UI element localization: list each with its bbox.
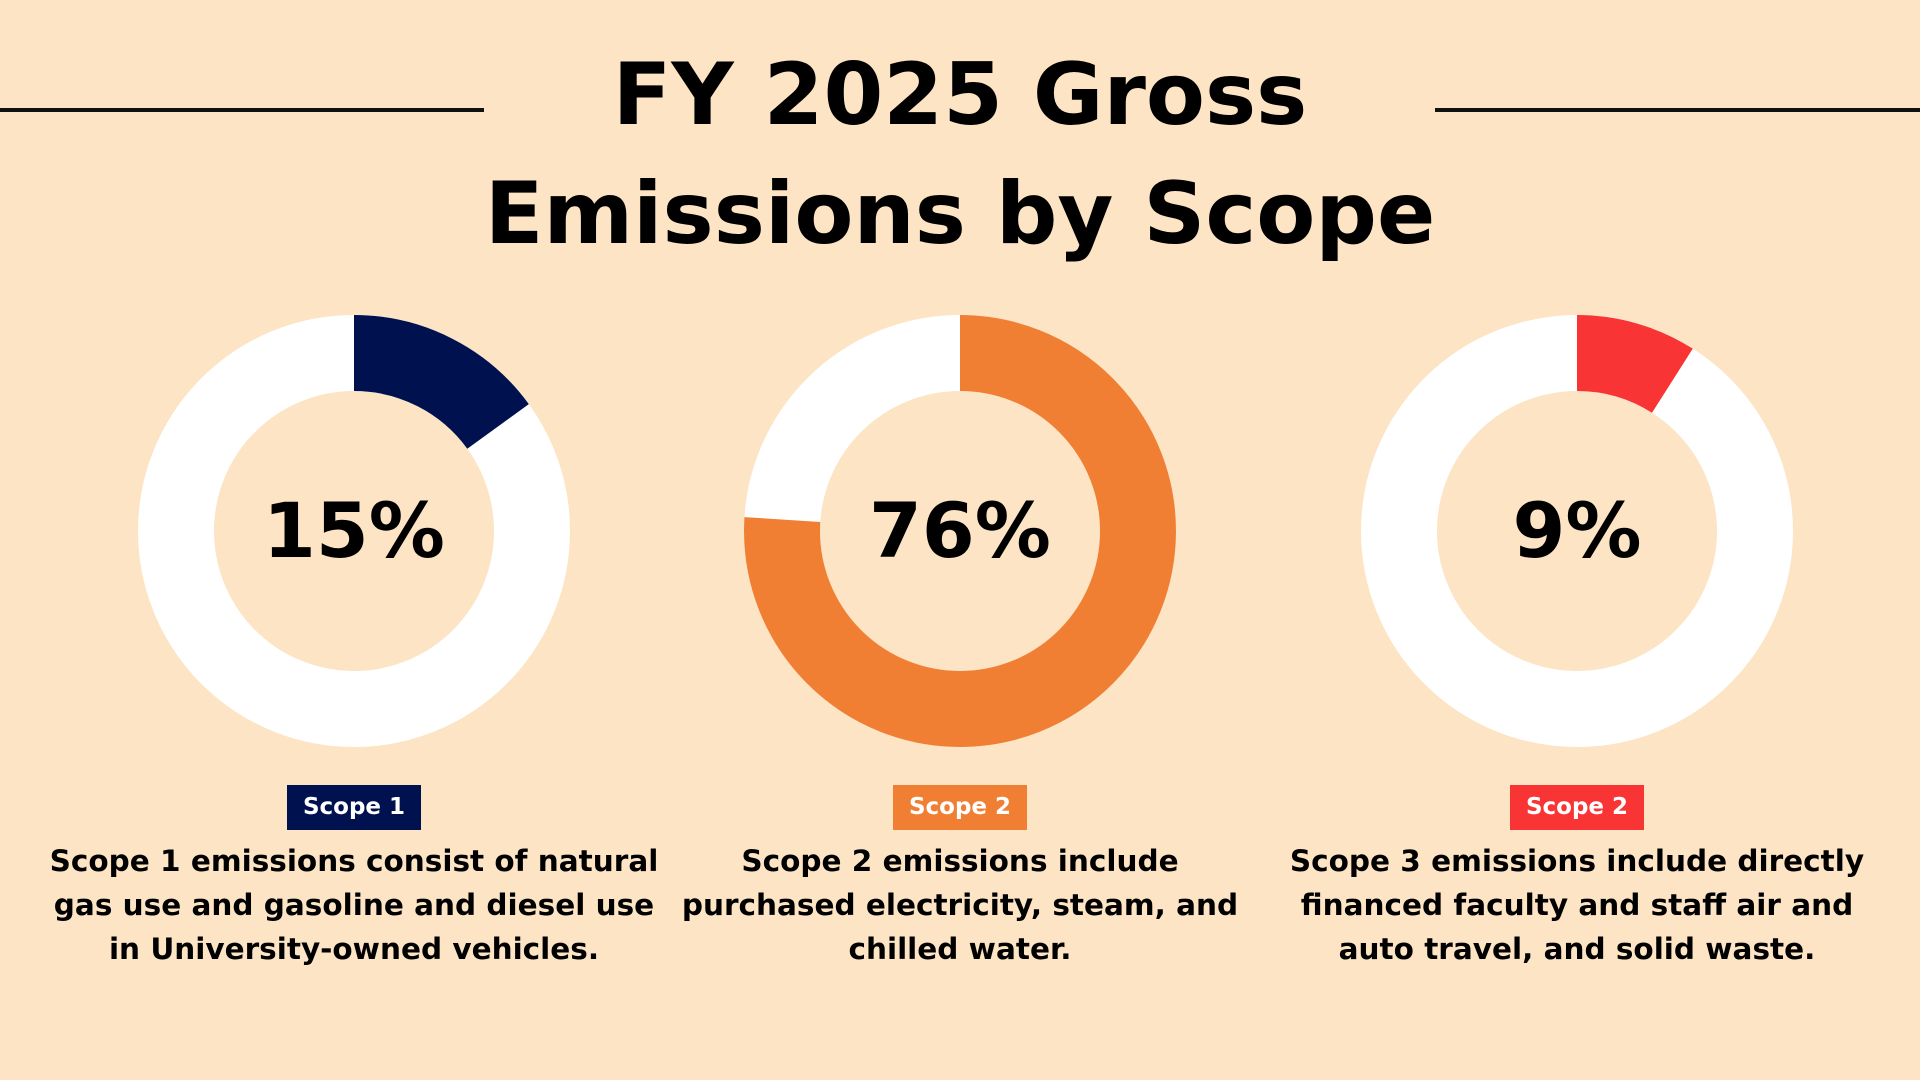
donut-chart-scope-3: 9%: [1356, 310, 1798, 752]
scope-badge: Scope 2: [892, 785, 1028, 830]
donut-chart-scope-2: 76%: [739, 310, 1181, 752]
scope-description: Scope 3 emissions include directly finan…: [1289, 844, 1865, 966]
page-title-line2: Emissions by Scope: [484, 164, 1436, 264]
scope-2-panel: 76% Scope 2 Scope 2 emissions include pu…: [650, 310, 1270, 971]
donut-slice-scope-2: [744, 315, 1176, 747]
donut-svg: [1361, 315, 1793, 747]
donut-svg: [138, 315, 570, 747]
scope-badge: Scope 1: [286, 785, 422, 830]
donut-svg: [744, 315, 1176, 747]
title-rule-right: [1435, 108, 1920, 112]
scope-description: Scope 1 emissions consist of natural gas…: [49, 844, 659, 966]
title-rule-left: [0, 108, 484, 112]
page-title-line1: FY 2025 Gross: [612, 45, 1308, 145]
donut-chart-scope-1: 15%: [133, 310, 575, 752]
scope-description: Scope 2 emissions include purchased elec…: [681, 844, 1239, 966]
percent-label: 76%: [869, 486, 1051, 575]
percent-label: 9%: [1512, 486, 1642, 575]
scope-1-panel: 15% Scope 1 Scope 1 emissions consist of…: [44, 310, 664, 971]
scope-3-panel: 9% Scope 2 Scope 3 emissions include dir…: [1267, 310, 1887, 971]
donut-slice-scope-3: [1361, 315, 1793, 747]
donut-slice-scope-1: [138, 315, 570, 747]
scope-badge: Scope 2: [1509, 785, 1645, 830]
percent-label: 15%: [263, 486, 445, 575]
